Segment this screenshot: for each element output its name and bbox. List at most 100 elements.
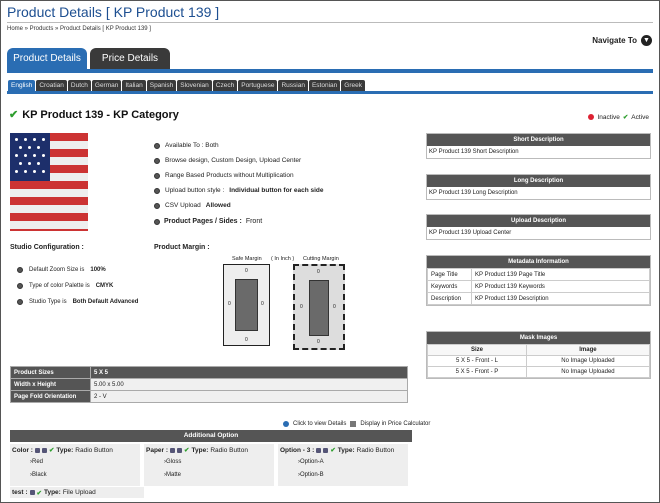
bullet-icon — [154, 202, 160, 209]
product-heading: ✔ KP Product 139 - KP Category — [9, 108, 179, 122]
meta-value: KP Product 139 Keywords — [471, 280, 650, 293]
bullet-icon — [154, 187, 160, 194]
additional-option-header: Additional Option — [10, 430, 412, 442]
lang-tab-russian[interactable]: Russian — [278, 80, 308, 91]
cutting-margin-label: Cutting Margin — [303, 256, 339, 262]
spec-key: Width x Height — [10, 378, 91, 391]
title-divider — [7, 22, 653, 23]
tab-product-details[interactable]: Product Details — [7, 48, 87, 70]
option-type-label: Type: — [337, 446, 355, 454]
mask-size: 5 X 5 - Front - P — [427, 366, 527, 378]
legend-active: Active — [631, 113, 649, 121]
info-row: Upload button style : Individual button … — [154, 183, 324, 198]
lang-tab-slovenian[interactable]: Slovenian — [177, 80, 212, 91]
option-type-value: Radio Button — [210, 446, 248, 454]
edit-icon[interactable] — [41, 447, 47, 453]
option-value: ›Option-A — [298, 459, 324, 465]
option-paper: Paper : ✔ Type: Radio Button ›Gloss ›Mat… — [144, 444, 274, 486]
info-browse: Browse design, Custom Design, Upload Cen… — [165, 157, 302, 164]
mask-images-box: Mask Images Size Image 5 X 5 - Front - L… — [426, 331, 651, 379]
bullet-icon — [154, 142, 160, 149]
navigate-label: Navigate To — [592, 36, 637, 45]
lang-tab-italian[interactable]: Italian — [122, 80, 146, 91]
info-icon[interactable] — [316, 447, 322, 453]
zoom-label: Default Zoom Size is — [29, 267, 85, 273]
info-icon[interactable] — [29, 490, 35, 495]
lang-tab-english[interactable]: English — [8, 80, 36, 91]
bullet-icon — [17, 299, 23, 305]
lang-tab-greek[interactable]: Greek — [341, 80, 365, 91]
metadata-table: Page Title KP Product 139 Page Title Key… — [427, 268, 650, 305]
meta-value: KP Product 139 Description — [471, 292, 650, 305]
lang-tab-dutch[interactable]: Dutch — [67, 80, 91, 91]
option-type-label: Type: — [191, 446, 209, 454]
studio-row: Studio Type is Both Default Advanced — [17, 294, 138, 310]
meta-value: KP Product 139 Page Title — [471, 268, 650, 281]
tab-divider — [7, 69, 653, 73]
palette-value: CMYK — [95, 283, 114, 289]
table-header-row: Size Image — [427, 344, 651, 356]
navigate-to-menu[interactable]: Navigate To ▼ — [592, 35, 652, 46]
studio-type-label: Studio Type is — [29, 299, 67, 305]
palette-label: Type of color Palette is — [29, 283, 90, 289]
info-icon — [283, 421, 289, 427]
legend-inactive: Inactive — [597, 113, 620, 121]
option-value: ›Matte — [164, 472, 182, 478]
upload-description-value: KP Product 139 Upload Center — [429, 230, 512, 236]
lang-tab-czech[interactable]: Czech — [212, 80, 238, 91]
studio-row: Type of color Palette is CMYK — [17, 278, 138, 294]
option-test: test : ✔ Type: File Upload — [10, 487, 144, 498]
info-icon[interactable] — [170, 447, 176, 453]
meta-key: Description — [427, 292, 472, 305]
bullet-icon — [154, 172, 160, 179]
option-type-label: Type: — [56, 446, 74, 454]
product-pages: Product Pages / Sides : Front — [154, 218, 262, 225]
option-name: test : — [12, 489, 28, 496]
mask-images-title: Mask Images — [427, 332, 650, 344]
view-details-link[interactable]: Click to view Details — [293, 421, 347, 427]
lang-tab-estonian[interactable]: Estonian — [308, 80, 341, 91]
short-description-box: Short Description KP Product 139 Short D… — [426, 133, 651, 159]
lang-tab-spanish[interactable]: Spanish — [146, 80, 177, 91]
info-row: Available To : Both — [154, 138, 324, 153]
edit-icon[interactable] — [177, 447, 183, 453]
info-icon[interactable] — [34, 447, 40, 453]
info-upload-style-value: Individual button for each side — [229, 187, 324, 194]
option-type-label: Type: — [43, 489, 61, 496]
cutting-area — [309, 280, 329, 336]
spec-value: 5.00 x 5.00 — [90, 378, 408, 391]
product-margin-label: Product Margin : — [154, 244, 210, 251]
metadata-title: Metadata Information — [427, 256, 650, 268]
price-calculator-link[interactable]: Display in Price Calculator — [360, 421, 431, 427]
option-name: Paper : — [146, 446, 169, 454]
margin-value: 0 — [317, 269, 320, 275]
detail-links: Click to view Details Display in Price C… — [283, 421, 430, 427]
lang-tab-portuguese[interactable]: Portuguese — [238, 80, 278, 91]
info-row: Range Based Products without Multiplicat… — [154, 168, 324, 183]
upload-description-box: Upload Description KP Product 139 Upload… — [426, 214, 651, 240]
option-value: ›Option-B — [298, 472, 324, 478]
chevron-down-icon[interactable]: ▼ — [641, 35, 652, 46]
active-check-icon: ✔ — [48, 447, 55, 454]
page-title: Product Details [ KP Product 139 ] — [7, 4, 220, 20]
zoom-value: 100% — [90, 267, 106, 273]
long-description-title: Long Description — [427, 175, 650, 187]
status-legend: Inactive ✔ Active — [588, 113, 649, 121]
lang-tab-german[interactable]: German — [91, 80, 122, 91]
column-header: Size — [427, 344, 527, 356]
margin-value: 0 — [317, 339, 320, 345]
language-divider — [7, 91, 653, 94]
edit-icon[interactable] — [323, 447, 329, 453]
margin-value: 0 — [261, 301, 264, 307]
studio-row: Default Zoom Size is 100% — [17, 262, 138, 278]
product-info-list: Available To : Both Browse design, Custo… — [154, 138, 324, 213]
studio-type-value: Both Default Advanced — [72, 299, 139, 305]
option-header: Paper : ✔ Type: Radio Button — [144, 444, 274, 456]
lang-tab-croatian[interactable]: Croatian — [36, 80, 67, 91]
breadcrumb[interactable]: Home » Products » Product Details [ KP P… — [7, 26, 151, 32]
table-row: 5 X 5 - Front - L No Image Uploaded — [427, 355, 651, 367]
studio-config-label: Studio Configuration : — [10, 244, 84, 251]
info-row: CSV Upload Allowed — [154, 198, 324, 213]
tab-price-details[interactable]: Price Details — [90, 48, 170, 70]
studio-config-list: Default Zoom Size is 100% Type of color … — [17, 262, 138, 310]
